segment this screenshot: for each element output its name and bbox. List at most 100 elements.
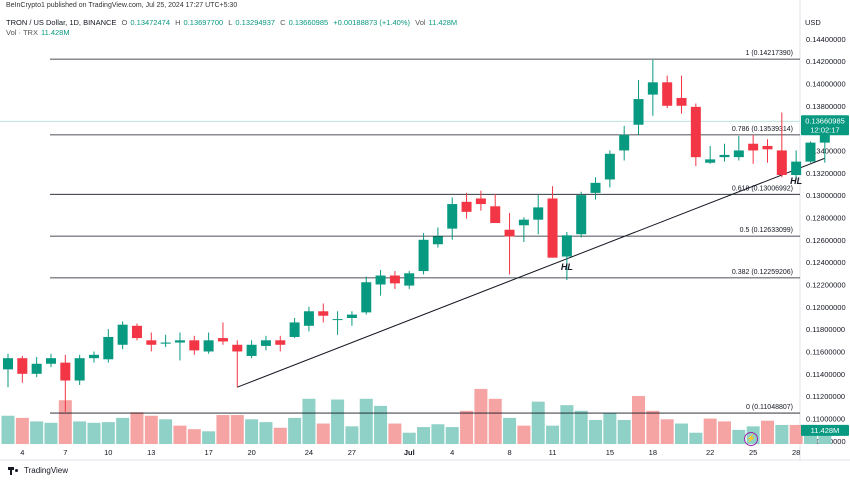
volume-bar (689, 432, 703, 444)
open-value: 0.13472474 (130, 18, 171, 27)
volume-bar (345, 426, 359, 444)
x-tick-label: 4 (450, 448, 454, 457)
volume-bar (560, 405, 574, 444)
volume-bar (187, 429, 201, 444)
candle-body (74, 358, 85, 381)
volume-bar (675, 423, 689, 444)
symbol-title: TRON / US Dollar, 1D, BINANCE (6, 18, 117, 27)
volume-study-label: Vol · TRX (6, 28, 38, 37)
volume-bar (230, 415, 244, 444)
candle-body (662, 82, 673, 106)
candle-body (289, 322, 300, 337)
volume-bar (760, 420, 774, 444)
y-tick-label: 0.13800000 (806, 102, 846, 111)
fib-level-label: 0.618 (0.13006992) (732, 185, 793, 192)
x-tick-label: 20 (247, 448, 255, 457)
candle-body (60, 362, 71, 381)
volume-bar (388, 423, 402, 444)
candle-body (504, 229, 515, 237)
y-tick-label: 0.11000000 (806, 414, 845, 423)
volume-bar (603, 412, 617, 444)
fib-level-label: 1 (0.14217390) (746, 50, 793, 57)
volume-bar (144, 415, 158, 444)
volume-bar (216, 415, 230, 444)
volume-bar (531, 401, 545, 444)
candle-body (375, 275, 386, 285)
candle-body (776, 150, 787, 176)
y-tick-label: 0.12200000 (806, 280, 846, 289)
close-value: 0.13660985 (288, 18, 329, 27)
high-value: 0.13697700 (183, 18, 224, 27)
volume-bar (316, 423, 330, 444)
y-tick-label: 0.14200000 (806, 57, 846, 66)
tradingview-icon (8, 466, 21, 475)
candle-body (17, 358, 28, 374)
candle-body (604, 153, 615, 180)
volume-header: Vol · TRX 11.428M (6, 28, 73, 37)
fib-level-label: 0.5 (0.12633099) (740, 227, 793, 234)
candle-body (346, 314, 357, 318)
y-tick-label: 0.12600000 (806, 236, 846, 245)
volume-bar (245, 419, 259, 444)
candle-body (117, 324, 128, 345)
x-tick-label: 24 (305, 448, 313, 457)
candle-body (246, 344, 257, 356)
candle-body (160, 342, 171, 344)
candle-body (432, 236, 443, 245)
volume-bar (488, 398, 502, 444)
volume-tag-value: 11.428M (811, 426, 840, 435)
x-tick-label: 28 (792, 448, 800, 457)
y-tick-label: 0.12800000 (806, 213, 846, 222)
volume-bar (58, 400, 72, 444)
candle-body (461, 201, 472, 212)
change-value: +0.00188873 (+1.40%) (333, 18, 411, 27)
currency-label: USD (805, 18, 821, 27)
candle-countdown: 12:02:17 (810, 125, 839, 134)
lightning-icon[interactable]: ⚡ (744, 432, 758, 446)
candle-body (303, 311, 314, 326)
open-label: O (121, 18, 128, 27)
y-tick-label: 0.13400000 (806, 146, 846, 155)
volume-bar (703, 418, 717, 444)
fib-level-label: 0 (0.11048807) (746, 404, 793, 411)
volume-bar (574, 410, 588, 444)
y-tick-label: 0.11200000 (806, 392, 845, 401)
volume-tag-bg (801, 424, 849, 436)
candle-body (518, 219, 529, 226)
candle-body (676, 97, 687, 106)
candle-body (647, 82, 658, 95)
y-tick-label: 0.14000000 (806, 79, 846, 88)
x-tick-label: 8 (507, 448, 511, 457)
y-tick-label: 0.13200000 (806, 169, 846, 178)
x-tick-label: 25 (749, 448, 757, 457)
y-tick-label: 0.14400000 (806, 35, 846, 44)
fib-level-label: 0.786 (0.13539314) (732, 126, 793, 133)
fib-level-label: 0.382 (0.12259206) (732, 269, 793, 276)
candle-body (791, 161, 802, 176)
candle-body (748, 143, 759, 151)
candle-body (447, 204, 458, 229)
volume-bar (1, 415, 15, 444)
volume-bar (517, 425, 531, 444)
low-value: 0.13294937 (235, 18, 276, 27)
volume-bar (718, 421, 731, 444)
candle-body (389, 275, 400, 284)
candle-body (561, 235, 572, 257)
volume-bar (15, 417, 29, 444)
candle-body (88, 354, 99, 359)
volume-bar (617, 420, 631, 444)
candle-body (475, 198, 486, 205)
y-tick-label: 0.13000000 (806, 191, 846, 200)
candle-body (31, 363, 42, 374)
candle-body (146, 340, 157, 345)
y-tick-label: 0.11600000 (806, 347, 845, 356)
candle-body (275, 340, 286, 345)
volume-bar (331, 399, 345, 444)
x-tick-label: 4 (20, 448, 24, 457)
candle-body (318, 311, 329, 316)
candle-body (490, 206, 501, 224)
y-tick-label: 0.11400000 (806, 370, 845, 379)
y-tick-label: 0.12000000 (806, 303, 846, 312)
candle-body (705, 159, 716, 163)
